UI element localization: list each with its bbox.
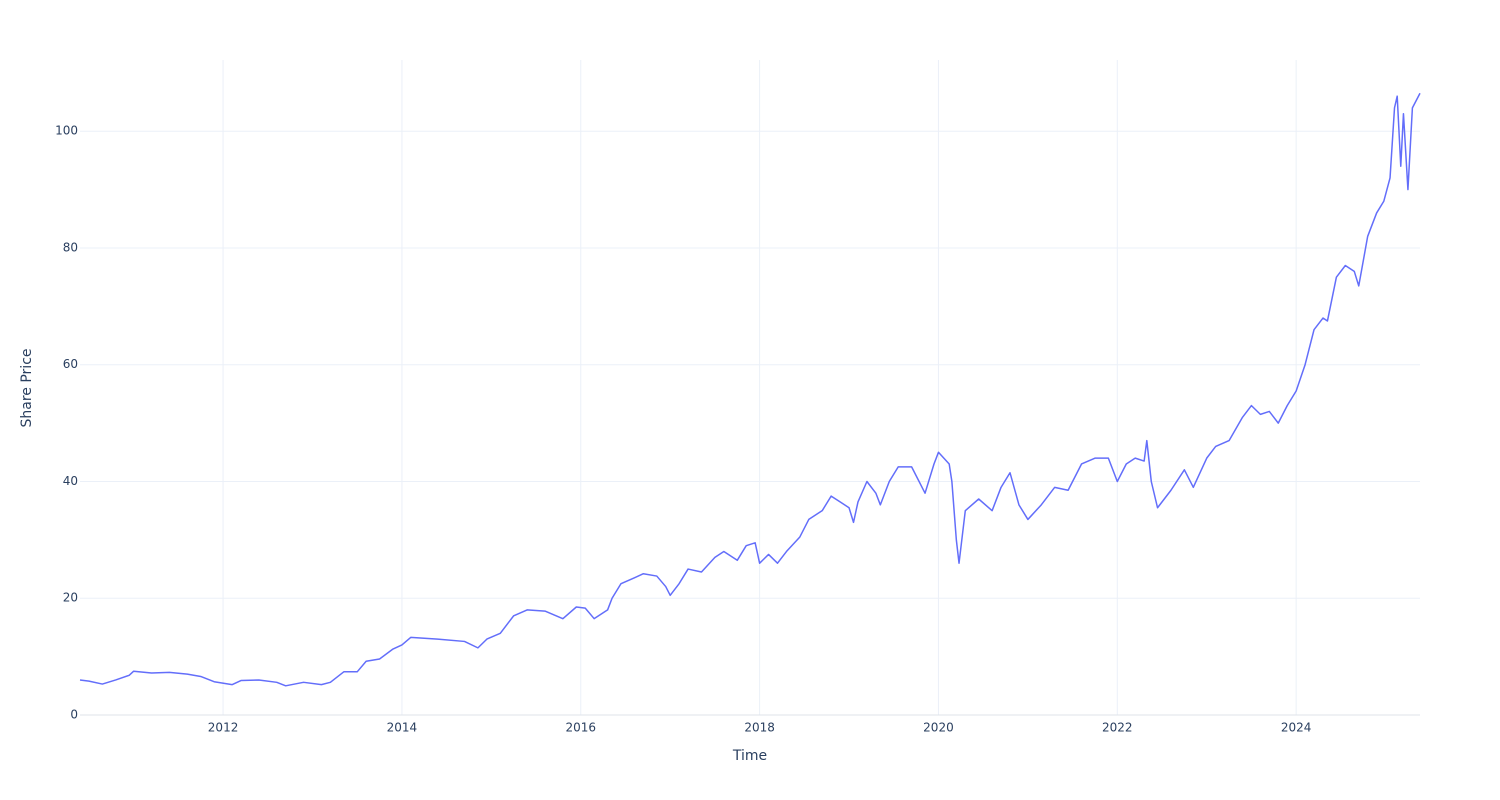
x-tick-label: 2018 <box>744 721 775 735</box>
x-axis-title: Time <box>732 748 767 764</box>
price-line <box>79 92 1421 687</box>
y-tick-label: 0 <box>70 708 78 722</box>
y-axis-title: Share Price <box>19 348 35 427</box>
y-tick-label: 80 <box>63 240 78 254</box>
x-tick-label: 2016 <box>565 721 596 735</box>
y-tick-label: 100 <box>55 124 78 138</box>
x-tick-label: 2024 <box>1281 721 1312 735</box>
y-tick-label: 60 <box>63 357 78 371</box>
x-tick-label: 2022 <box>1102 721 1133 735</box>
y-tick-label: 40 <box>63 474 78 488</box>
x-tick-label: 2012 <box>208 721 239 735</box>
x-tick-label: 2020 <box>923 721 954 735</box>
x-tick-label: 2014 <box>387 721 418 735</box>
y-tick-label: 20 <box>63 591 78 605</box>
